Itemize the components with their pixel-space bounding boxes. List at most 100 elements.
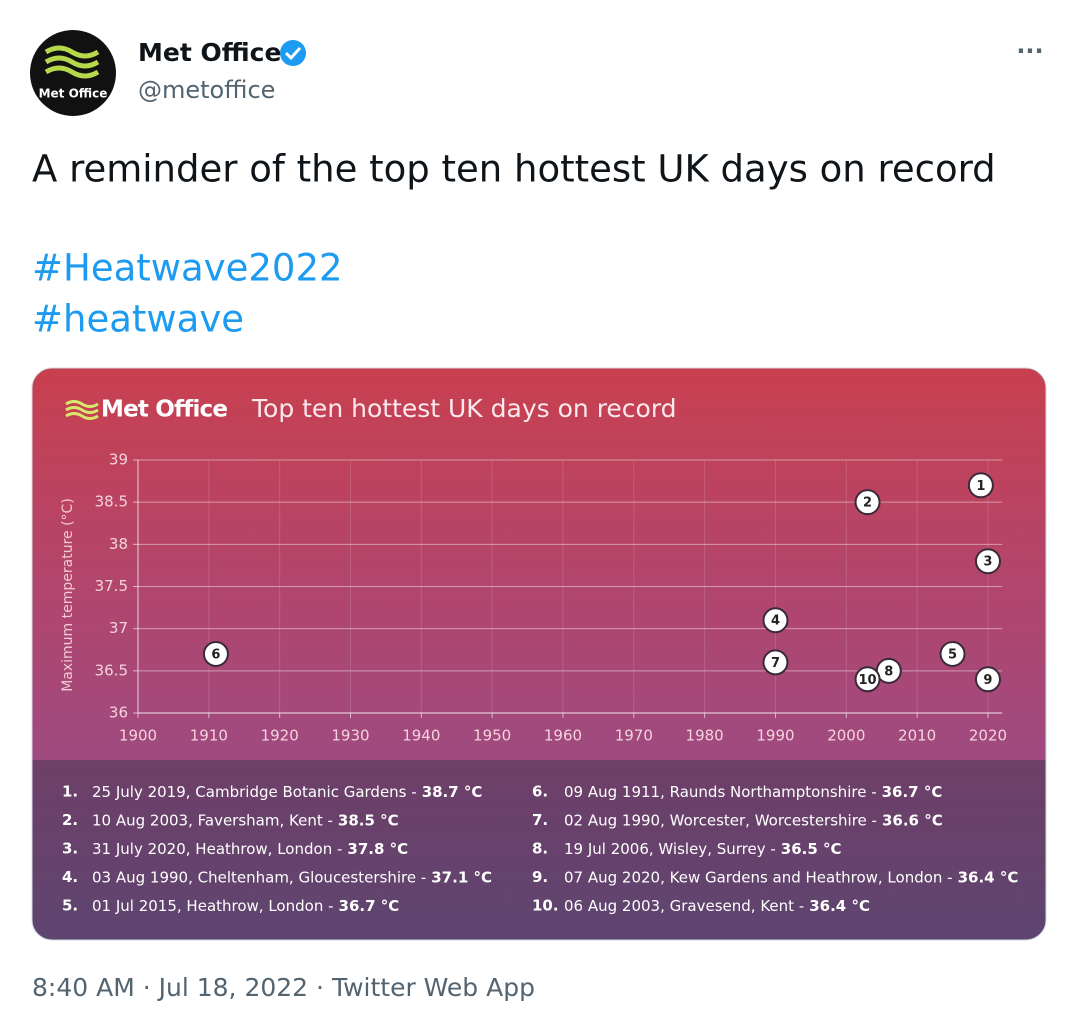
legend-entry: 03 Aug 1990, Cheltenham, Gloucestershire… <box>92 868 492 886</box>
legend-entry: 10 Aug 2003, Faversham, Kent - 38.5 °C <box>92 811 399 829</box>
verified-badge <box>280 40 306 66</box>
y-axis-label: Maximum temperature (°C) <box>60 498 76 692</box>
point <box>762 607 789 634</box>
footer: 8:40 AM · Jul 18, 2022 · Twitter Web App <box>32 973 535 1002</box>
legend-note: 06 Aug 2003, Gravesend, Kent - <box>564 897 804 915</box>
y-tick-label: 37.5 <box>95 577 128 595</box>
legend-rank: 7. <box>532 811 548 829</box>
point <box>762 649 789 676</box>
brand-logo: Met Office <box>65 397 228 423</box>
legend-value: 37.8 °C <box>347 840 408 858</box>
legend-value: 38.5 °C <box>338 811 399 829</box>
point-label: 9 <box>983 673 992 688</box>
chart-card[interactable] <box>32 368 1046 940</box>
point-label: 4 <box>771 614 780 629</box>
hashtag[interactable]: #Heatwave2022 <box>32 247 343 290</box>
legend-note: 01 Jul 2015, Heathrow, London - <box>92 897 334 915</box>
point-label: 3 <box>983 555 992 570</box>
x-tick-label: 1900 <box>119 727 157 745</box>
point-label: 8 <box>884 664 893 679</box>
y-tick-label: 37 <box>109 619 128 637</box>
legend-note: 02 Aug 1990, Worcester, Worcestershire - <box>564 811 877 829</box>
legend-entry: 31 July 2020, Heathrow, London - 37.8 °C <box>92 840 408 858</box>
legend-entry: 09 Aug 1911, Raunds Northamptonshire - 36… <box>564 783 942 801</box>
point <box>974 666 1001 693</box>
x-tick-label: 1950 <box>473 727 511 745</box>
avatar-label: Met Office <box>39 87 108 101</box>
x-tick-label: 1980 <box>686 727 724 745</box>
x-tick-label: 2010 <box>898 727 936 745</box>
y-tick-label: 36 <box>109 704 128 722</box>
point <box>974 548 1001 575</box>
legend-value: 36.6 °C <box>882 811 943 829</box>
author-name[interactable]: Met Office <box>138 38 281 67</box>
legend-entry: 25 July 2019, Cambridge Botanic Gardens … <box>92 783 482 801</box>
legend-note: 10 Aug 2003, Faversham, Kent - <box>92 811 333 829</box>
source: Twitter Web App <box>331 973 535 1002</box>
x-tick-label: 1970 <box>615 727 653 745</box>
handle[interactable]: @metoffice <box>138 76 275 104</box>
date[interactable]: Jul 18, 2022 <box>157 973 308 1002</box>
y-tick-label: 39 <box>109 451 128 469</box>
legend-note: 19 Jul 2006, Wisley, Surrey - <box>564 840 776 858</box>
card-border <box>31 367 1047 941</box>
x-tick-label: 1910 <box>190 727 228 745</box>
legend-entry: 07 Aug 2020, Kew Gardens and Heathrow, L… <box>564 868 1018 886</box>
legend-rank: 9. <box>532 868 548 886</box>
legend-note: 07 Aug 2020, Kew Gardens and Heathrow, L… <box>564 868 953 886</box>
legend-rank: 5. <box>62 897 78 915</box>
point <box>854 666 881 693</box>
legend-entry: 01 Jul 2015, Heathrow, London - 36.7 °C <box>92 897 399 915</box>
x-tick-label: 1960 <box>544 727 582 745</box>
legend-value: 38.7 °C <box>422 783 483 801</box>
point-label: 7 <box>771 656 780 671</box>
legend-note: 31 July 2020, Heathrow, London - <box>92 840 342 858</box>
legend-rank: 8. <box>532 840 548 858</box>
x-tick-label: 1940 <box>402 727 440 745</box>
chart-title: Top ten hottest UK days on record <box>251 394 677 423</box>
point-label: 5 <box>948 647 957 662</box>
hashtag[interactable]: #heatwave <box>32 298 244 341</box>
point <box>967 472 994 499</box>
legend-note: 25 July 2019, Cambridge Botanic Gardens … <box>92 783 417 801</box>
y-tick-label: 36.5 <box>95 661 128 679</box>
card-top <box>32 368 1046 760</box>
x-tick-label: 2000 <box>827 727 865 745</box>
legend-value: 36.5 °C <box>781 840 842 858</box>
card-bottom <box>32 760 1046 940</box>
legend-value: 37.1 °C <box>431 868 492 886</box>
legend-note: 09 Aug 1911, Raunds Northamptonshire - <box>564 783 877 801</box>
legend-value: 36.4 °C <box>809 897 870 915</box>
x-tick-label: 1990 <box>756 727 794 745</box>
more-button[interactable]: ··· <box>1016 37 1043 65</box>
legend: 1. 25 July 2019, Cambridge Botanic Garden… <box>62 783 1018 915</box>
separator: · <box>143 973 151 1002</box>
point <box>939 640 966 667</box>
x-tick-label: 1930 <box>331 727 369 745</box>
point <box>202 640 229 667</box>
brand-name: Met Office <box>101 397 227 423</box>
legend-rank: 4. <box>62 868 78 886</box>
legend-rank: 3. <box>62 840 78 858</box>
point-label: 10 <box>859 673 877 688</box>
legend-entry: 06 Aug 2003, Gravesend, Kent - 36.4 °C <box>564 897 870 915</box>
y-tick-label: 38 <box>109 535 128 553</box>
legend-note: 03 Aug 1990, Cheltenham, Gloucestershire… <box>92 868 426 886</box>
x-tick-label: 1920 <box>261 727 299 745</box>
legend-entry: 02 Aug 1990, Worcester, Worcestershire -… <box>564 811 943 829</box>
point <box>854 489 881 516</box>
point-label: 6 <box>211 647 220 662</box>
time[interactable]: 8:40 AM <box>32 973 135 1002</box>
avatar[interactable]: Met Office <box>30 30 116 116</box>
point-label: 1 <box>976 479 985 494</box>
legend-rank: 10. <box>532 897 559 915</box>
legend-rank: 1. <box>62 783 78 801</box>
legend-value: 36.7 °C <box>339 897 400 915</box>
y-tick-label: 38.5 <box>95 493 128 511</box>
legend-rank: 2. <box>62 811 78 829</box>
x-tick-label: 2020 <box>969 727 1007 745</box>
legend-value: 36.4 °C <box>958 868 1019 886</box>
